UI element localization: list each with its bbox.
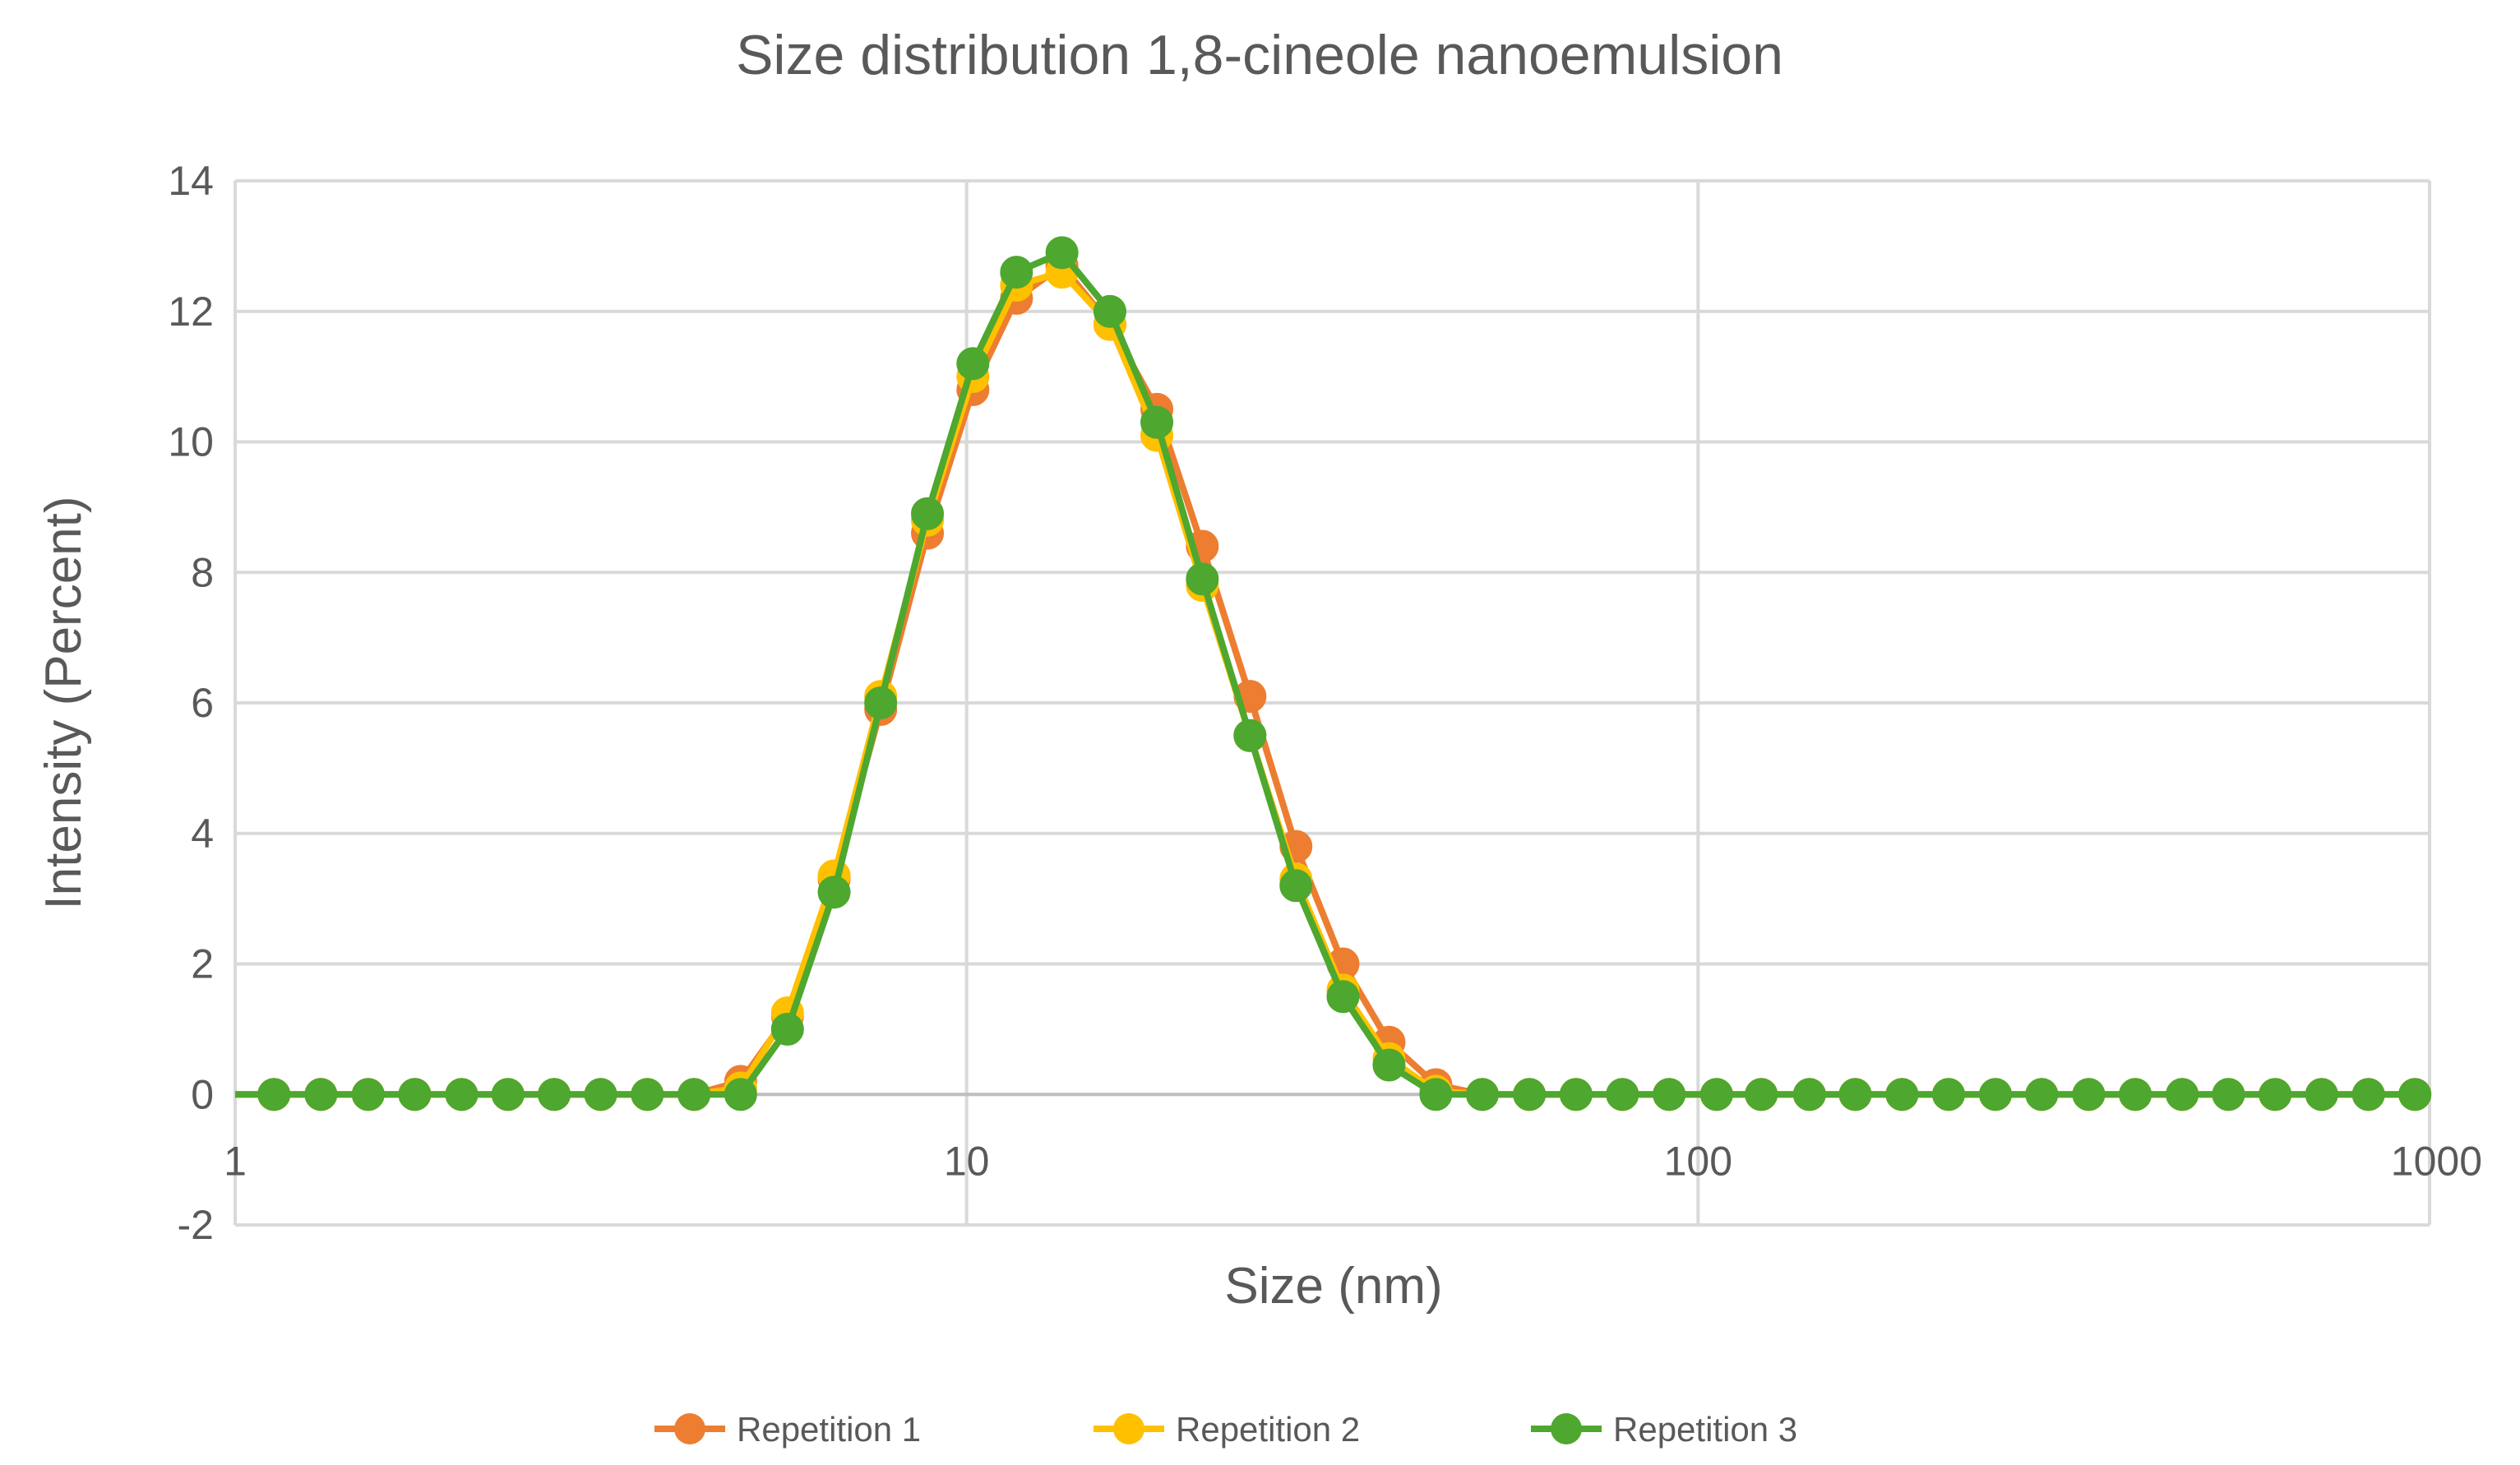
data-point <box>1045 236 1079 270</box>
legend-marker <box>1113 1413 1144 1444</box>
data-point <box>1279 869 1313 903</box>
data-point <box>304 1078 338 1111</box>
legend-item-2: Repetition 2 <box>1094 1410 1360 1449</box>
data-point <box>677 1078 711 1111</box>
x-tick-label: 100 <box>1664 1138 1732 1184</box>
y-axis-title: Intensity (Percent) <box>35 496 92 909</box>
data-point <box>1838 1078 1872 1111</box>
legend-item-1: Repetition 1 <box>654 1410 921 1449</box>
data-point <box>2072 1078 2106 1111</box>
data-point <box>1931 1078 1965 1111</box>
data-point <box>956 347 990 381</box>
data-point <box>257 1078 291 1111</box>
data-point <box>1513 1078 1547 1111</box>
data-point <box>1419 1078 1453 1111</box>
data-point <box>538 1078 571 1111</box>
data-point <box>1000 256 1033 289</box>
data-point <box>2166 1078 2199 1111</box>
data-point <box>1885 1078 1919 1111</box>
data-point <box>864 686 898 719</box>
data-point <box>1979 1078 2013 1111</box>
data-point <box>1233 719 1267 752</box>
data-point <box>817 876 851 909</box>
data-point <box>770 1012 804 1046</box>
data-point <box>351 1078 385 1111</box>
legend: Repetition 1 Repetition 2 Repetition 3 <box>654 1410 1797 1449</box>
data-point <box>1140 405 1174 439</box>
y-tick-label: 10 <box>168 419 214 465</box>
data-point <box>2119 1078 2152 1111</box>
data-point <box>1372 1048 1406 1082</box>
data-point <box>2398 1078 2432 1111</box>
series-layer <box>235 236 2432 1111</box>
y-tick-label: 0 <box>191 1071 214 1117</box>
data-point <box>1093 294 1126 328</box>
legend-label: Repetition 2 <box>1176 1410 1360 1449</box>
x-tick-label: 1000 <box>2391 1138 2482 1184</box>
data-point <box>1326 980 1360 1014</box>
legend-marker <box>1551 1413 1582 1444</box>
data-point <box>491 1078 525 1111</box>
data-point <box>2212 1078 2245 1111</box>
data-point <box>2259 1078 2292 1111</box>
y-tick-label: 2 <box>191 941 214 987</box>
x-tick-label: 10 <box>944 1138 990 1184</box>
data-point <box>1653 1078 1686 1111</box>
y-tick-label: 8 <box>191 549 214 595</box>
data-point <box>1186 562 1219 596</box>
chart-title: Size distribution 1,8-cineole nanoemulsi… <box>736 24 1783 86</box>
y-tick-label: 14 <box>168 158 214 204</box>
legend-label: Repetition 3 <box>1613 1410 1797 1449</box>
data-point <box>584 1078 617 1111</box>
data-point <box>724 1078 757 1111</box>
legend-label: Repetition 1 <box>737 1410 921 1449</box>
data-point <box>1745 1078 1778 1111</box>
data-point <box>2351 1078 2385 1111</box>
data-point <box>2305 1078 2338 1111</box>
y-tick-label: 6 <box>191 680 214 726</box>
y-tick-label: -2 <box>178 1202 214 1248</box>
data-point <box>631 1078 664 1111</box>
data-point <box>1699 1078 1733 1111</box>
data-point <box>2025 1078 2059 1111</box>
legend-marker <box>674 1413 705 1444</box>
y-tick-label: 4 <box>191 811 214 857</box>
data-point <box>1559 1078 1593 1111</box>
data-point <box>911 497 945 530</box>
x-axis-title: Size (nm) <box>1224 1258 1442 1315</box>
data-point <box>1792 1078 1826 1111</box>
series-3 <box>235 236 2432 1111</box>
y-tick-label: 12 <box>168 289 214 335</box>
tick-labels: -2 0 2 4 6 8 10 12 14 1 10 100 1000 <box>168 158 2482 1248</box>
data-point <box>1465 1078 1499 1111</box>
data-point <box>398 1078 432 1111</box>
legend-item-3: Repetition 3 <box>1531 1410 1797 1449</box>
data-point <box>1606 1078 1639 1111</box>
x-tick-label: 1 <box>224 1138 247 1184</box>
data-point <box>445 1078 479 1111</box>
